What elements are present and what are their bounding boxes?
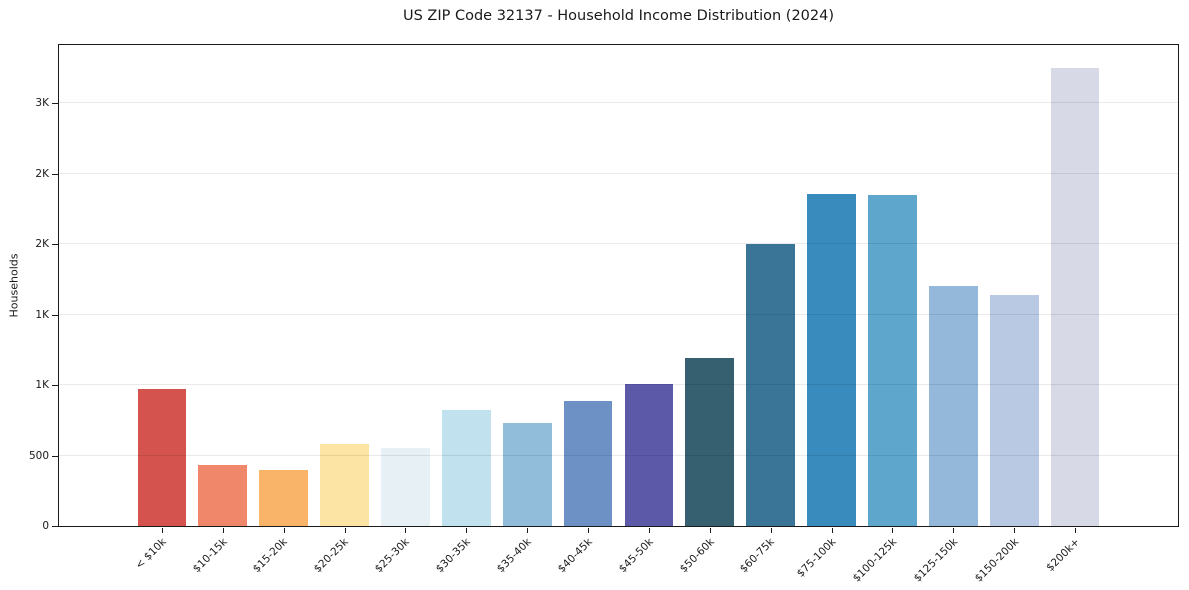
bar-$35-40k xyxy=(502,423,552,526)
x-tick-mark xyxy=(222,528,224,533)
x-tick-label: $25-30k xyxy=(372,536,412,576)
x-tick-mark xyxy=(588,528,590,533)
bar-$100-125k xyxy=(868,195,917,526)
x-tick-mark xyxy=(344,528,346,533)
y-tick-mark xyxy=(52,173,58,175)
x-tick-label: $15-20k xyxy=(251,536,291,576)
bar-< $10k xyxy=(137,388,187,526)
y-tick-mark xyxy=(52,385,58,387)
x-tick-label: $40-45k xyxy=(555,536,595,576)
x-tick-label: $35-40k xyxy=(494,536,534,576)
x-tick-mark xyxy=(405,528,407,533)
x-tick-mark xyxy=(892,528,894,533)
y-tick-mark xyxy=(52,314,58,316)
x-tick-mark xyxy=(648,528,650,533)
x-tick-mark xyxy=(953,528,955,533)
bar-$200k+ xyxy=(1050,67,1100,526)
gridline xyxy=(59,102,1178,104)
y-tick-label: 2K xyxy=(35,238,49,251)
bar-$40-45k xyxy=(563,400,613,526)
y-tick-label: 0 xyxy=(42,520,49,532)
x-tick-label: $20-25k xyxy=(311,536,352,576)
x-tick-label: $50-60k xyxy=(677,536,717,576)
bar-$125-150k xyxy=(928,286,978,526)
y-tick-label: 3K xyxy=(35,97,49,110)
bar-$30-35k xyxy=(441,410,491,526)
gridline xyxy=(59,384,1178,386)
y-tick-mark xyxy=(52,244,58,246)
bar-$45-50k xyxy=(624,383,674,526)
bar-$75-100k xyxy=(807,194,856,526)
y-tick-mark xyxy=(52,455,58,457)
y-tick-label: 1K xyxy=(35,379,49,392)
gridline xyxy=(59,313,1178,315)
x-tick-mark xyxy=(1014,528,1016,533)
bar-$25-30k xyxy=(381,447,430,526)
y-tick-label: 1K xyxy=(35,308,49,321)
x-tick-label: $125-150k xyxy=(911,536,960,585)
x-tick-mark xyxy=(466,528,468,533)
gridline xyxy=(59,454,1178,456)
x-tick-label: $200k+ xyxy=(1043,536,1082,574)
bar-$20-25k xyxy=(320,444,369,526)
bar-$10-15k xyxy=(198,464,248,526)
y-tick-mark xyxy=(52,103,58,105)
plot-area xyxy=(58,44,1179,527)
x-tick-mark xyxy=(283,528,285,533)
gridline xyxy=(59,172,1178,174)
x-tick-mark xyxy=(161,528,163,533)
x-tick-label: $75-100k xyxy=(794,536,839,580)
y-tick-mark xyxy=(52,526,58,527)
gridline xyxy=(59,243,1178,245)
x-tick-label: $30-35k xyxy=(433,536,473,576)
bar-$15-20k xyxy=(259,469,308,526)
chart-title: US ZIP Code 32137 - Household Income Dis… xyxy=(402,8,835,24)
x-tick-label: $45-50k xyxy=(616,536,656,576)
bar-$60-75k xyxy=(746,244,796,526)
x-tick-label: $150-200k xyxy=(972,536,1021,585)
x-tick-label: $60-75k xyxy=(738,536,778,576)
x-tick-label: < $10k xyxy=(132,536,169,572)
y-tick-label: 500 xyxy=(28,449,49,462)
x-tick-label: $100-125k xyxy=(850,536,899,585)
x-tick-mark xyxy=(527,528,529,533)
x-tick-mark xyxy=(1075,528,1077,533)
x-tick-mark xyxy=(831,528,833,533)
bar-$150-200k xyxy=(989,294,1039,526)
x-tick-mark xyxy=(709,528,711,533)
bar-$50-60k xyxy=(685,358,735,526)
y-tick-label: 2K xyxy=(35,167,49,180)
x-tick-mark xyxy=(770,528,772,533)
x-tick-label: $10-15k xyxy=(190,536,230,576)
